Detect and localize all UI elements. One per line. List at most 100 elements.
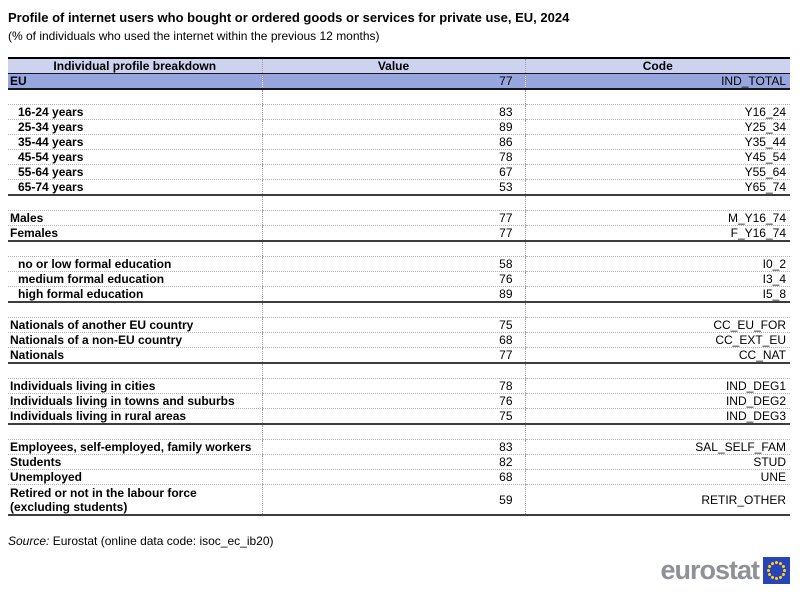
table-row: Individuals living in towns and suburbs 7… xyxy=(8,393,790,409)
eu-flag-icon xyxy=(763,556,790,584)
row-value: 77 xyxy=(261,210,525,226)
table-row: 45-54 years 78 Y45_54 xyxy=(8,149,790,165)
table-row: 25-34 years 89 Y25_34 xyxy=(8,119,790,135)
row-label: 55-64 years xyxy=(8,164,262,180)
row-code: I3_4 xyxy=(524,271,790,287)
row-label: 45-54 years xyxy=(8,149,262,165)
row-value: 75 xyxy=(261,317,525,333)
row-label: no or low formal education xyxy=(8,256,262,272)
table-row: Retired or not in the labour force (exclu… xyxy=(8,484,790,516)
row-code: Y45_54 xyxy=(524,149,790,165)
table-row: 16-24 years 83 Y16_24 xyxy=(8,104,790,120)
row-code: Y55_64 xyxy=(524,164,790,180)
row-label: EU xyxy=(8,73,262,90)
table-row: 65-74 years 53 Y65_74 xyxy=(8,179,790,196)
row-value: 89 xyxy=(261,119,525,135)
row-value: 76 xyxy=(261,393,525,409)
row-value: 68 xyxy=(261,332,525,348)
row-label: Students xyxy=(8,454,262,470)
row-code: STUD xyxy=(524,454,790,470)
page-subtitle: (% of individuals who used the internet … xyxy=(8,29,380,43)
table-row: Employees, self-employed, family workers… xyxy=(8,439,790,455)
row-value: 67 xyxy=(261,164,525,180)
row-value: 59 xyxy=(261,484,525,516)
row-code: SAL_SELF_FAM xyxy=(524,439,790,455)
table-row: Males 77 M_Y16_74 xyxy=(8,210,790,226)
spacer-row xyxy=(8,89,790,105)
row-label: Males xyxy=(8,210,262,226)
table-row-eu-total: EU 77 IND_TOTAL xyxy=(8,73,790,90)
row-label: Individuals living in cities xyxy=(8,378,262,394)
table-row: Nationals of a non-EU country 68 CC_EXT_EU xyxy=(8,332,790,348)
table-row: 55-64 years 67 Y55_64 xyxy=(8,164,790,180)
row-value: 77 xyxy=(261,225,525,242)
column-header-code: Code xyxy=(524,57,790,74)
column-header-breakdown: Individual profile breakdown xyxy=(8,57,262,74)
row-label: Retired or not in the labour force (exclu… xyxy=(8,484,262,516)
table-row: Females 77 F_Y16_74 xyxy=(8,225,790,242)
row-code: M_Y16_74 xyxy=(524,210,790,226)
row-value: 76 xyxy=(261,271,525,287)
row-label: Nationals of a non-EU country xyxy=(8,332,262,348)
row-code: Y35_44 xyxy=(524,134,790,150)
row-code: CC_NAT xyxy=(524,347,790,364)
spacer-row xyxy=(8,363,790,379)
source-text: Eurostat (online data code: isoc_ec_ib20… xyxy=(52,534,274,548)
row-code: IND_DEG3 xyxy=(524,408,790,425)
row-value: 86 xyxy=(261,134,525,150)
row-value: 89 xyxy=(261,286,525,303)
row-value: 77 xyxy=(261,347,525,364)
row-code: IND_DEG2 xyxy=(524,393,790,409)
table-row: medium formal education 76 I3_4 xyxy=(8,271,790,287)
spacer-row xyxy=(8,302,790,318)
row-code: CC_EU_FOR xyxy=(524,317,790,333)
profile-table: Individual profile breakdown Value Code … xyxy=(8,57,790,516)
row-value: 78 xyxy=(261,378,525,394)
row-value: 78 xyxy=(261,149,525,165)
row-value: 68 xyxy=(261,469,525,485)
page-title: Profile of internet users who bought or … xyxy=(8,10,570,25)
spacer-row xyxy=(8,424,790,440)
row-label: Nationals xyxy=(8,347,262,364)
row-label: 65-74 years xyxy=(8,179,262,196)
spacer-row xyxy=(8,241,790,257)
eurostat-logo: eurostat xyxy=(660,556,790,584)
spacer-row xyxy=(8,195,790,211)
row-code: IND_TOTAL xyxy=(524,73,790,90)
row-label: Individuals living in towns and suburbs xyxy=(8,393,262,409)
row-value: 77 xyxy=(261,73,525,90)
row-code: Y16_24 xyxy=(524,104,790,120)
source-note: Source: Eurostat (online data code: isoc… xyxy=(8,534,274,549)
row-label: high formal education xyxy=(8,286,262,303)
table-row: Students 82 STUD xyxy=(8,454,790,470)
row-value: 83 xyxy=(261,104,525,120)
row-label: Females xyxy=(8,225,262,242)
row-code: CC_EXT_EU xyxy=(524,332,790,348)
table-header-row: Individual profile breakdown Value Code xyxy=(8,57,790,74)
table-row: Nationals of another EU country 75 CC_EU_F… xyxy=(8,317,790,333)
row-code: Y25_34 xyxy=(524,119,790,135)
row-code: Y65_74 xyxy=(524,179,790,196)
table-row: Individuals living in cities 78 IND_DEG1 xyxy=(8,378,790,394)
eurostat-wordmark: eurostat xyxy=(660,555,760,585)
column-header-value: Value xyxy=(261,57,525,74)
row-label: 16-24 years xyxy=(8,104,262,120)
table-row: Individuals living in rural areas 75 IND_D… xyxy=(8,408,790,425)
row-value: 83 xyxy=(261,439,525,455)
row-label: 25-34 years xyxy=(8,119,262,135)
row-label: Unemployed xyxy=(8,469,262,485)
table-row: 35-44 years 86 Y35_44 xyxy=(8,134,790,150)
table-row: Nationals 77 CC_NAT xyxy=(8,347,790,364)
row-code: UNE xyxy=(524,469,790,485)
row-code: I0_2 xyxy=(524,256,790,272)
row-value: 75 xyxy=(261,408,525,425)
row-label: 35-44 years xyxy=(8,134,262,150)
table-row: Unemployed 68 UNE xyxy=(8,469,790,485)
source-label: Source: xyxy=(8,534,50,548)
row-value: 82 xyxy=(261,454,525,470)
row-code: RETIR_OTHER xyxy=(524,484,790,516)
row-code: IND_DEG1 xyxy=(524,378,790,394)
row-label: Nationals of another EU country xyxy=(8,317,262,333)
table-row: no or low formal education 58 I0_2 xyxy=(8,256,790,272)
